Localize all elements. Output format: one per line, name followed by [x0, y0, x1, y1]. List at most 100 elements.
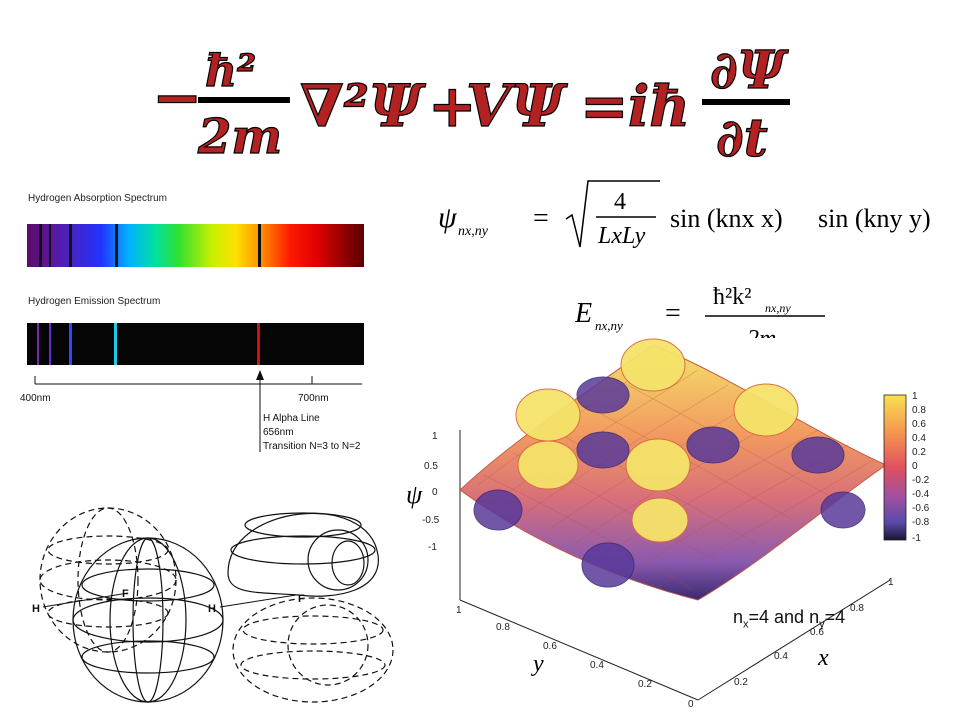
- x-axis-label: x: [817, 645, 829, 671]
- cb-tick-neg0.4: -0.4: [912, 489, 930, 500]
- right-bond-line: [219, 594, 297, 608]
- z-tick-0: 0: [432, 487, 438, 498]
- v-psi: VΨ: [466, 72, 568, 140]
- left-dashed-orbital: [39, 507, 177, 653]
- emission-line-violet-1: [37, 323, 39, 365]
- energy-denominator: 2m: [747, 326, 776, 338]
- label-h-left: H: [32, 603, 40, 615]
- x-tick-0.2: 0.2: [734, 677, 748, 688]
- z-tick-0.5: 0.5: [424, 461, 438, 472]
- h-alpha-transition: Transition N=3 to N=2: [263, 441, 361, 452]
- y-tick-0.2: 0.2: [638, 679, 652, 690]
- absorption-line-1: [39, 224, 42, 267]
- x-tick-0.6: 0.6: [810, 627, 824, 638]
- x-tick-1: 1: [888, 577, 894, 588]
- caption-sub-x: x: [743, 618, 749, 631]
- label-f-left: F: [122, 588, 129, 600]
- cb-tick-0.2: 0.2: [912, 447, 926, 458]
- emission-line-cyan: [114, 323, 117, 365]
- colorbar: [883, 394, 907, 541]
- y-tick-0.8: 0.8: [496, 622, 510, 633]
- schrodinger-equation-svg: − ħ² 2m ∇²Ψ + VΨ = iħ ∂Ψ ∂t: [151, 39, 790, 170]
- right-dashed-orbital: [232, 597, 394, 703]
- emission-line-red: [257, 323, 260, 365]
- axis-label-700nm: 700nm: [298, 393, 329, 404]
- caption-n: n: [733, 607, 744, 627]
- absorption-spectrum-bar: [27, 224, 364, 267]
- left-solid-orbital: [72, 537, 224, 703]
- y-tick-1: 1: [456, 605, 462, 616]
- h-alpha-line-label: H Alpha Line: [263, 413, 320, 424]
- caption-end: =4: [824, 607, 846, 627]
- energy-numerator-subscript: nx,ny: [765, 301, 791, 315]
- energy-equals: =: [665, 298, 681, 329]
- h-alpha-arrowhead: [256, 370, 264, 380]
- h-alpha-wavelength: 656nm: [263, 427, 294, 438]
- emission-title: Hydrogen Emission Spectrum: [28, 296, 161, 307]
- x-tick-0.8: 0.8: [850, 603, 864, 614]
- plot-box: [459, 430, 891, 701]
- cb-tick-0.8: 0.8: [912, 405, 926, 416]
- y-tick-0.4: 0.4: [590, 660, 604, 671]
- x-axis: 1 0.8 0.6 0.4 0.2: [734, 577, 894, 688]
- equals: =: [533, 203, 549, 234]
- cb-tick-0: 0: [912, 461, 918, 472]
- partial-psi: ∂Ψ: [710, 40, 789, 101]
- z-tick-neg0.5: -0.5: [422, 515, 440, 526]
- emission-line-violet-2: [49, 323, 51, 365]
- energy-subscript: nx,ny: [595, 318, 623, 333]
- absorption-line-2: [49, 224, 51, 267]
- y-tick-0: 0: [688, 699, 694, 710]
- cb-tick-1: 1: [912, 391, 918, 402]
- right-solid-orbital: [227, 512, 379, 597]
- sin-kx: sin (knx x): [670, 204, 783, 233]
- y-axis-label: y: [531, 651, 544, 677]
- absorption-title: Hydrogen Absorption Spectrum: [28, 193, 167, 204]
- absorption-line-5: [258, 224, 261, 267]
- minus-sign: −: [152, 63, 202, 133]
- energy-equation: E nx,ny = ħ²k² nx,ny 2m: [575, 272, 835, 338]
- cb-tick-0.6: 0.6: [912, 419, 926, 430]
- cb-tick-neg0.8: -0.8: [912, 517, 930, 528]
- equals-sign: =: [580, 72, 629, 140]
- label-h-right: H: [208, 603, 216, 615]
- surface-plot: 1 0.5 0 -0.5 -1 ψ 1 0.8 0.6 0.4 0.2 0 y …: [406, 338, 930, 710]
- partial-t: ∂t: [716, 108, 768, 168]
- z-axis: 1 0.5 0 -0.5 -1: [422, 431, 440, 553]
- fraction-numerator: 4: [614, 189, 626, 215]
- emission-spectrum-bar: [27, 323, 364, 365]
- colorbar-ticks: 1 0.8 0.6 0.4 0.2 0 -0.2 -0.4 -0.6 -0.8 …: [912, 391, 930, 544]
- axis-label-400nm: 400nm: [20, 393, 51, 404]
- z-tick-1: 1: [432, 431, 438, 442]
- label-f-right: F: [298, 593, 305, 605]
- y-axis: 1 0.8 0.6 0.4 0.2 0: [456, 605, 694, 710]
- plus-sign: +: [428, 72, 477, 140]
- cb-tick-neg0.2: -0.2: [912, 475, 930, 486]
- psi-subscript: nx,ny: [458, 224, 489, 239]
- sin-ky: sin (kny y): [818, 204, 931, 233]
- cb-tick-neg0.6: -0.6: [912, 503, 930, 514]
- quantum-number-caption: nx=4 and ny=4: [733, 607, 845, 631]
- hbar-squared: ħ²: [205, 46, 256, 97]
- absorption-line-4: [115, 224, 118, 267]
- left-bond-line: [42, 592, 129, 608]
- y-tick-0.6: 0.6: [543, 641, 557, 652]
- psi-symbol: ψ: [438, 201, 458, 234]
- x-tick-0.4: 0.4: [774, 651, 788, 662]
- energy-numerator: ħ²k²: [713, 284, 751, 310]
- energy-symbol: E: [575, 298, 592, 329]
- emission-line-blue: [69, 323, 72, 365]
- caption-sub-y: y: [819, 618, 825, 631]
- wavefunction-surface: [459, 338, 888, 601]
- i-hbar: iħ: [628, 74, 690, 140]
- cb-tick-0.4: 0.4: [912, 433, 926, 444]
- two-m: 2m: [197, 109, 282, 165]
- orbital-diagram: H F H F: [32, 507, 394, 703]
- caption-mid: =4 and n: [748, 607, 820, 627]
- laplacian-psi: ∇²Ψ: [300, 72, 426, 140]
- spectrum-axis: [34, 370, 362, 452]
- fraction-denominator: LxLy: [597, 223, 646, 249]
- wavefunction-equation: ψ nx,ny = 4 LxLy sin (knx x) sin (kny y): [438, 175, 958, 255]
- z-tick-neg1: -1: [428, 542, 437, 553]
- absorption-line-3: [69, 224, 72, 267]
